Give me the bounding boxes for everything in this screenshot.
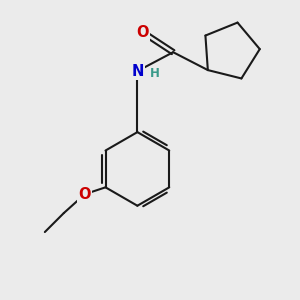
Text: N: N xyxy=(131,64,144,79)
Text: O: O xyxy=(136,25,149,40)
Text: O: O xyxy=(79,187,91,202)
Text: H: H xyxy=(150,67,160,80)
